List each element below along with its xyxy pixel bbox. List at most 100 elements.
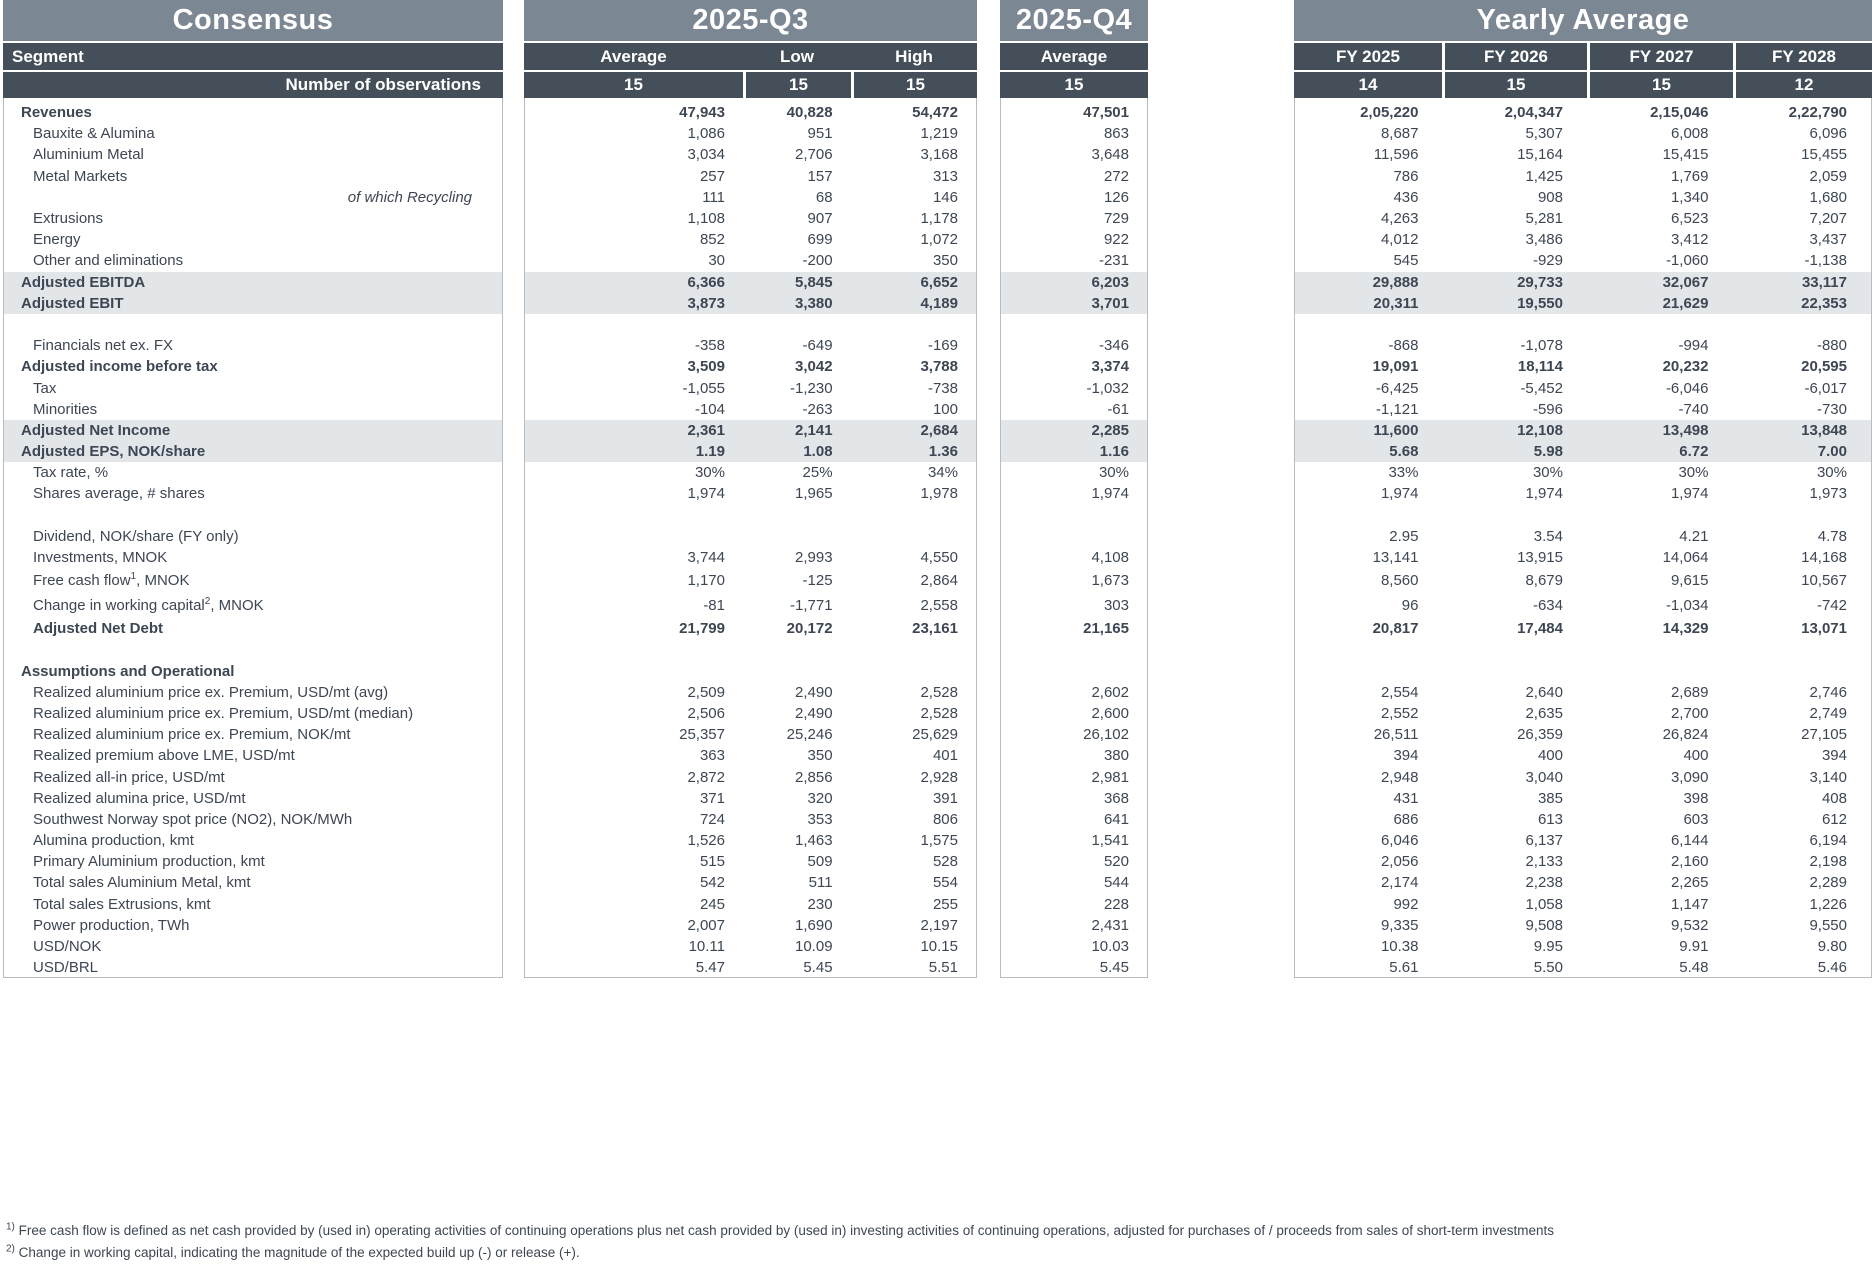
row-label: Adjusted EPS, NOK/share — [21, 443, 206, 461]
value-cell: 1,965 — [795, 485, 833, 503]
table-row: 852 699 1,072 — [525, 229, 976, 250]
footnote-2-marker: 2) — [6, 1243, 15, 1255]
value-cell: 9.95 — [1533, 938, 1563, 956]
value-cell: 30% — [1532, 464, 1563, 482]
value-cell: 2,554 — [1380, 683, 1419, 701]
table-row: Minorities — [4, 399, 502, 420]
value-cell: 10.15 — [920, 938, 958, 956]
table-row: Realized aluminium price ex. Premium, US… — [4, 703, 502, 724]
value-cell: 20,232 — [1662, 358, 1709, 376]
table-row: Power production, TWh — [4, 915, 502, 936]
table-row: 992 1,058 1,147 1,226 — [1295, 894, 1871, 915]
value-cell: -742 — [1816, 597, 1847, 615]
value-cell: -1,078 — [1520, 337, 1563, 355]
value-cell: -61 — [1107, 400, 1129, 418]
blank-row — [525, 639, 976, 660]
value-cell: 3,034 — [687, 146, 725, 164]
table-row: 2,285 — [1001, 419, 1147, 441]
table-row: 371 320 391 — [525, 788, 976, 809]
value-cell: 68 — [815, 188, 833, 206]
table-row: Revenues — [4, 102, 502, 123]
value-cell: 2,856 — [795, 768, 833, 786]
value-cell: 2,059 — [1809, 167, 1847, 185]
table-row: 544 — [1001, 872, 1147, 893]
table-row: 3,744 2,993 4,550 — [525, 547, 976, 568]
table-row: 686 613 603 612 — [1295, 809, 1871, 830]
value-cell: 5,845 — [795, 273, 833, 291]
table-row: 2,509 2,490 2,528 — [525, 682, 976, 703]
table-row: 4,263 5,281 6,523 7,207 — [1295, 208, 1871, 229]
value-cell: 603 — [1683, 810, 1709, 828]
value-cell: 3,486 — [1525, 231, 1563, 249]
column-header: FY 2025 — [1294, 43, 1442, 70]
row-label: Assumptions and Operational — [21, 662, 235, 680]
observations-header-row: Number of observations — [3, 72, 503, 98]
value-cell: 19,550 — [1517, 294, 1563, 312]
value-cell: 6,366 — [687, 273, 725, 291]
value-cell: 1.19 — [695, 443, 725, 461]
value-cell: 6,203 — [1091, 273, 1129, 291]
value-cell: 5,307 — [1525, 125, 1563, 143]
row-label: Realized aluminium price ex. Premium, US… — [33, 683, 389, 701]
value-cell: 1,973 — [1809, 485, 1847, 503]
value-cell: -994 — [1678, 337, 1709, 355]
value-cell: 2,928 — [920, 768, 958, 786]
value-cell: 6,137 — [1525, 832, 1563, 850]
q3-observations-row: 15 15 15 — [524, 72, 977, 98]
table-row: -231 — [1001, 250, 1147, 271]
value-cell: 4,189 — [920, 294, 958, 312]
table-row: 272 — [1001, 166, 1147, 187]
value-cell: 3,090 — [1670, 768, 1709, 786]
value-cell: 528 — [932, 853, 958, 871]
table-row: 380 — [1001, 745, 1147, 766]
value-cell: 3,374 — [1091, 358, 1129, 376]
table-row: 21,165 — [1001, 618, 1147, 639]
value-cell: 5.98 — [1533, 443, 1563, 461]
footnote-ref-2: 2 — [204, 597, 211, 608]
value-cell: 2,948 — [1380, 768, 1419, 786]
value-cell: 21,165 — [1083, 620, 1129, 638]
value-cell: -5,452 — [1520, 379, 1563, 397]
value-cell: -358 — [694, 337, 725, 355]
column-header: 15 — [743, 72, 851, 98]
value-cell: 20,172 — [786, 620, 833, 638]
table-row: Adjusted Net Income — [4, 419, 502, 441]
row-label: Tax — [33, 379, 57, 397]
column-header: 15 — [851, 72, 977, 98]
row-label: USD/NOK — [33, 938, 102, 956]
value-cell: -6,046 — [1665, 379, 1709, 397]
value-cell: 368 — [1103, 789, 1129, 807]
table-row: Aluminium Metal — [4, 144, 502, 165]
value-cell: 2,528 — [920, 704, 958, 722]
footnote-1-marker: 1) — [6, 1221, 15, 1233]
value-cell: 2,700 — [1670, 704, 1709, 722]
value-cell: -6,017 — [1804, 379, 1847, 397]
value-cell: 5.61 — [1389, 959, 1419, 977]
row-label: Realized aluminium price ex. Premium, NO… — [33, 726, 351, 744]
value-cell: -738 — [927, 379, 958, 397]
value-cell: 157 — [807, 167, 833, 185]
value-cell: 542 — [699, 874, 725, 892]
value-cell: 9,532 — [1670, 916, 1709, 934]
value-cell: 2.95 — [1389, 527, 1419, 545]
row-label: Southwest Norway spot price (NO2), NOK/M… — [33, 810, 353, 828]
value-cell: 5.46 — [1817, 959, 1847, 977]
table-row: 26,102 — [1001, 724, 1147, 745]
value-cell: 13,498 — [1662, 421, 1709, 439]
value-cell: 394 — [1393, 747, 1419, 765]
table-row: 9,335 9,508 9,532 9,550 — [1295, 915, 1871, 936]
blank-row — [4, 314, 502, 335]
value-cell: 2,490 — [795, 683, 833, 701]
value-cell: -125 — [802, 572, 833, 590]
value-cell: 3,788 — [920, 358, 958, 376]
table-row: 26,511 26,359 26,824 27,105 — [1295, 724, 1871, 745]
column-header: 15 — [1064, 75, 1084, 94]
value-cell: 2,706 — [795, 146, 833, 164]
table-row: Tax rate, % — [4, 462, 502, 483]
row-label: Bauxite & Alumina — [33, 125, 155, 143]
table-row: 47,943 40,828 54,472 — [525, 102, 976, 123]
value-cell: 3,040 — [1525, 768, 1563, 786]
value-cell: 6.72 — [1679, 443, 1709, 461]
value-cell: 7,207 — [1809, 210, 1847, 228]
table-row: 245 230 255 — [525, 894, 976, 915]
